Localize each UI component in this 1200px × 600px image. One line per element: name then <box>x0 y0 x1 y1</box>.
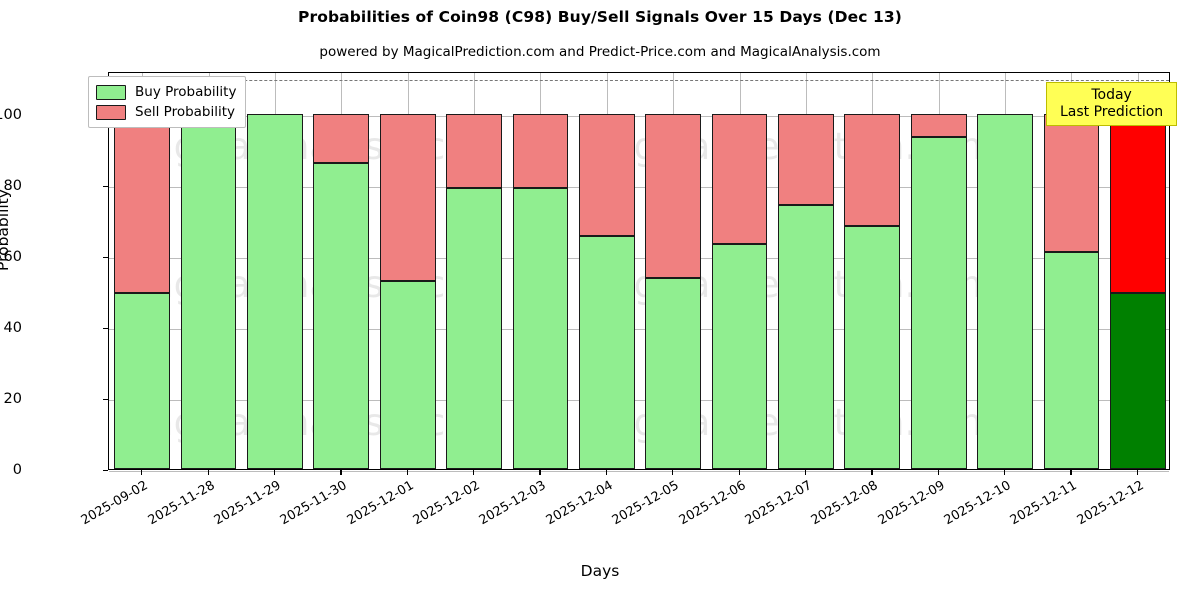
bar-group-2025-12-02[interactable] <box>446 71 502 469</box>
y-tick-mark-40 <box>103 327 108 330</box>
x-tick-mark-2 <box>273 470 276 475</box>
y-tick-mark-0 <box>103 470 108 472</box>
bar-segment-sell[interactable] <box>446 113 502 188</box>
x-tick-mark-3 <box>340 470 342 475</box>
bar-segment-buy[interactable] <box>512 187 569 469</box>
bar-segment-sell[interactable] <box>114 113 171 294</box>
x-axis-label: Days <box>580 562 620 580</box>
y-tick-label-20: 20 <box>3 390 22 407</box>
bar-group-2025-12-09[interactable] <box>910 71 967 469</box>
plot-area: MagicalAnalysis.comMagicalPrediction.com… <box>108 72 1170 472</box>
bar-segment-sell[interactable] <box>1043 113 1100 252</box>
bar-segment-sell[interactable] <box>379 113 436 282</box>
bar-group-2025-12-08[interactable] <box>844 71 901 469</box>
gridline-y-20 <box>109 399 1169 401</box>
bar-group-2025-12-05[interactable] <box>645 71 702 469</box>
y-tick-label-80: 80 <box>3 177 22 194</box>
y-tick-mark-20 <box>103 398 108 401</box>
bar-segment-buy[interactable] <box>578 236 635 469</box>
bar-segment-sell[interactable] <box>910 113 967 138</box>
legend-item-0[interactable]: Buy Probability <box>96 82 236 102</box>
bar-group-2025-12-07[interactable] <box>778 71 834 469</box>
x-tick-mark-1 <box>207 470 209 475</box>
bar-segment-buy[interactable] <box>114 293 171 469</box>
y-tick-mark-60 <box>103 256 108 258</box>
bar-segment-buy[interactable] <box>778 205 834 469</box>
bar-segment-sell[interactable] <box>844 113 901 226</box>
bar-series-layer <box>109 73 1169 469</box>
legend-item-1[interactable]: Sell Probability <box>96 102 236 122</box>
chart-legend[interactable]: Buy Probability Sell Probability <box>88 76 247 128</box>
bar-group-2025-12-03[interactable] <box>512 71 569 469</box>
today-annotation-line1: Today <box>1091 87 1132 103</box>
bar-segment-sell[interactable] <box>512 113 569 188</box>
y-tick-label-100: 100 <box>0 106 22 123</box>
x-tick-mark-6 <box>539 470 541 475</box>
y-tick-label-40: 40 <box>3 319 22 336</box>
bar-group-2025-09-02[interactable] <box>114 71 171 469</box>
x-tick-mark-0 <box>141 470 143 475</box>
bar-group-2025-11-28[interactable] <box>180 71 237 469</box>
gridline-y-40 <box>109 328 1169 330</box>
x-tick-mark-10 <box>804 470 807 475</box>
x-tick-mark-12 <box>937 470 939 475</box>
bar-segment-buy[interactable] <box>977 113 1033 469</box>
bar-segment-sell[interactable] <box>778 113 834 206</box>
bar-group-2025-11-29[interactable] <box>247 71 303 469</box>
x-tick-mark-13 <box>1004 470 1006 475</box>
gridline-y-60 <box>109 257 1169 259</box>
y-tick-label-0: 0 <box>12 462 22 478</box>
y-tick-label-60: 60 <box>3 248 22 265</box>
bar-segment-buy[interactable] <box>446 187 502 469</box>
bar-group-2025-12-10[interactable] <box>977 71 1033 469</box>
bar-segment-buy[interactable] <box>1109 293 1166 469</box>
x-tick-mark-9 <box>738 470 740 475</box>
x-tick-mark-5 <box>473 470 475 475</box>
bar-segment-sell[interactable] <box>1109 113 1166 294</box>
bar-segment-buy[interactable] <box>645 278 702 469</box>
legend-swatch-icon <box>96 104 126 120</box>
bar-group-2025-12-11[interactable] <box>1043 71 1100 469</box>
x-tick-mark-15 <box>1136 470 1138 475</box>
bar-segment-buy[interactable] <box>844 225 901 469</box>
bar-group-2025-12-01[interactable] <box>379 71 436 469</box>
chart-title: Probabilities of Coin98 (C98) Buy/Sell S… <box>298 8 902 26</box>
bar-group-2025-12-12[interactable] <box>1109 71 1166 469</box>
bar-segment-buy[interactable] <box>910 137 967 469</box>
x-tick-mark-7 <box>605 470 607 475</box>
reference-line <box>109 80 1169 82</box>
bar-group-2025-11-30[interactable] <box>313 71 370 469</box>
bar-segment-buy[interactable] <box>180 113 237 469</box>
x-tick-mark-4 <box>406 470 408 475</box>
legend-swatch-icon <box>96 84 126 100</box>
bar-segment-buy[interactable] <box>1043 251 1100 469</box>
y-tick-mark-80 <box>103 185 108 187</box>
bar-group-2025-12-06[interactable] <box>711 71 768 469</box>
today-annotation-line2: Last Prediction <box>1060 103 1164 120</box>
bar-segment-buy[interactable] <box>247 113 303 469</box>
gridline-y-100 <box>109 115 1169 117</box>
bar-segment-sell[interactable] <box>578 113 635 237</box>
bar-segment-sell[interactable] <box>313 113 370 164</box>
bar-segment-sell[interactable] <box>645 113 702 279</box>
x-tick-mark-11 <box>871 470 873 475</box>
bar-segment-buy[interactable] <box>379 281 436 469</box>
bar-segment-buy[interactable] <box>711 244 768 469</box>
gridline-y-0 <box>109 471 1169 472</box>
gridline-y-80 <box>109 186 1169 188</box>
today-annotation: Today Last Prediction <box>1046 82 1178 127</box>
x-tick-mark-8 <box>672 470 674 475</box>
bar-segment-buy[interactable] <box>313 163 370 469</box>
x-tick-mark-14 <box>1070 470 1072 475</box>
legend-label: Sell Probability <box>135 104 236 120</box>
bar-segment-sell[interactable] <box>711 113 768 245</box>
y-axis-label: Probability <box>0 189 12 271</box>
chart-subtitle: powered by MagicalPrediction.com and Pre… <box>319 44 881 60</box>
legend-label: Buy Probability <box>135 84 237 100</box>
bar-group-2025-12-04[interactable] <box>578 71 635 469</box>
